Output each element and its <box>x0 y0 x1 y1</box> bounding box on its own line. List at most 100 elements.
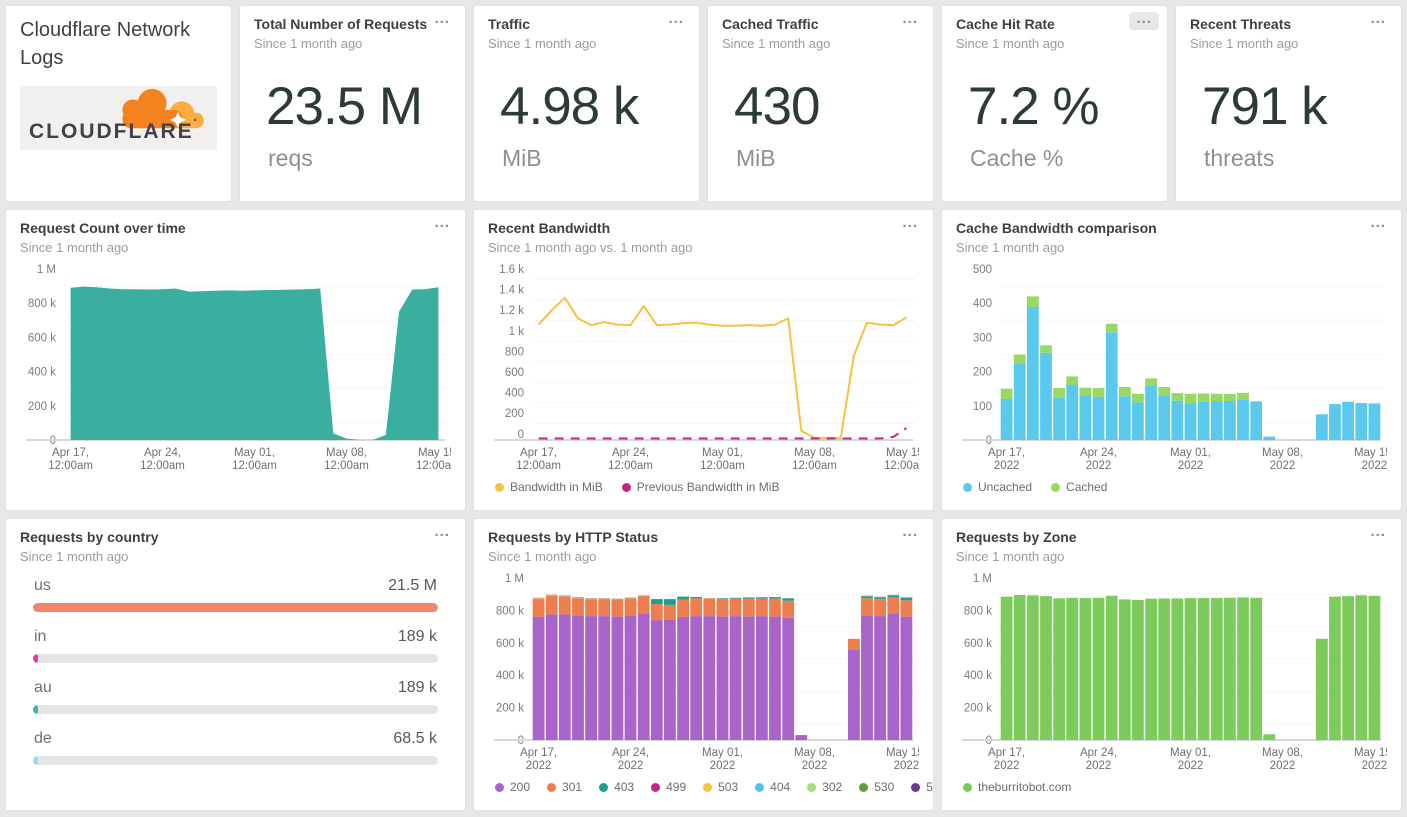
panel-cached-traffic: Cached Traffic Since 1 month ago ... 430… <box>707 5 934 202</box>
stat-value: 430 <box>734 76 820 136</box>
panel-cache-bandwidth: Cache Bandwidth comparison Since 1 month… <box>941 209 1402 511</box>
panel-menu-icon[interactable]: ... <box>902 523 918 540</box>
stat-unit: threats <box>1204 144 1275 171</box>
stat-unit: Cache % <box>970 144 1064 171</box>
panel-menu-icon[interactable]: ... <box>902 10 918 27</box>
svg-text:2022: 2022 <box>1178 460 1204 472</box>
svg-text:1.2 k: 1.2 k <box>499 305 524 317</box>
svg-text:400 k: 400 k <box>28 366 56 378</box>
panel-title: Requests by Zone <box>956 529 1077 545</box>
panel-menu-icon[interactable]: ... <box>1129 11 1159 30</box>
svg-text:2022: 2022 <box>1086 760 1112 772</box>
legend-dot-icon <box>621 482 631 492</box>
country-bar-fill <box>33 602 438 612</box>
legend-item[interactable]: Bandwidth in MiB <box>495 480 603 494</box>
svg-text:600 k: 600 k <box>964 638 992 650</box>
panel-menu-icon[interactable]: ... <box>434 214 450 231</box>
legend-item[interactable]: 499 <box>651 780 686 794</box>
panel-menu-icon[interactable]: ... <box>902 214 918 231</box>
legend-dot-icon <box>599 782 609 792</box>
country-bar-gauge[interactable]: us 21.5 M in 189 k au 189 k de 68.5 k <box>20 564 451 800</box>
chart-legend <box>20 474 451 500</box>
legend-label: 530 <box>874 780 895 794</box>
country-bar-track <box>33 653 438 663</box>
svg-text:2022: 2022 <box>1362 760 1387 772</box>
svg-text:400 k: 400 k <box>496 670 524 682</box>
panel-menu-icon[interactable]: ... <box>1370 214 1386 231</box>
svg-text:12:00am: 12:00am <box>516 460 561 472</box>
panel-menu-icon[interactable]: ... <box>434 10 450 27</box>
svg-text:2022: 2022 <box>1270 760 1296 772</box>
country-bar-fill <box>33 653 39 663</box>
legend-label: Uncached <box>978 480 1033 494</box>
svg-text:2022: 2022 <box>1270 460 1296 472</box>
legend-item[interactable]: 404 <box>755 780 790 794</box>
legend-item[interactable]: 530 <box>859 780 894 794</box>
panel-menu-icon[interactable]: ... <box>434 523 450 540</box>
svg-text:200: 200 <box>505 408 524 420</box>
legend-dot-icon <box>911 782 921 792</box>
svg-text:2022: 2022 <box>994 760 1020 772</box>
svg-text:Apr 24,: Apr 24, <box>144 447 181 459</box>
svg-text:May 15,: May 15, <box>1354 747 1387 759</box>
svg-text:Apr 17,: Apr 17, <box>52 447 89 459</box>
legend-item[interactable]: 503 <box>703 780 738 794</box>
country-bar-fill <box>33 704 39 714</box>
chart-legend: Uncached Cached <box>956 474 1387 500</box>
legend-dot-icon <box>547 782 557 792</box>
svg-text:May 08,: May 08, <box>794 747 835 759</box>
panel-menu-icon[interactable]: ... <box>1370 523 1386 540</box>
svg-text:12:00am: 12:00am <box>232 460 277 472</box>
svg-text:200 k: 200 k <box>496 702 524 714</box>
svg-text:1.6 k: 1.6 k <box>499 264 524 276</box>
legend-item[interactable]: theburritobot.com <box>963 780 1071 794</box>
svg-text:1 M: 1 M <box>973 573 992 585</box>
panel-cache-hit-rate: Cache Hit Rate Since 1 month ago ... 7.2… <box>941 5 1168 202</box>
svg-text:May 08,: May 08, <box>1262 447 1303 459</box>
svg-text:May 15,: May 15, <box>886 447 919 459</box>
panel-title: Total Number of Requests <box>254 16 428 32</box>
legend-item[interactable]: 526 <box>911 780 933 794</box>
legend-label: theburritobot.com <box>978 780 1072 794</box>
legend-item[interactable]: 301 <box>547 780 582 794</box>
svg-text:12:00am: 12:00am <box>416 460 451 472</box>
legend-item[interactable]: 403 <box>599 780 634 794</box>
legend-item[interactable]: 200 <box>495 780 530 794</box>
legend-item[interactable]: Uncached <box>963 480 1032 494</box>
svg-text:500: 500 <box>973 264 992 276</box>
country-row: au 189 k <box>33 679 438 714</box>
svg-text:1 M: 1 M <box>37 264 56 276</box>
legend-label: Previous Bandwidth in MiB <box>636 480 780 494</box>
svg-text:May 01,: May 01, <box>702 747 743 759</box>
svg-text:2022: 2022 <box>618 760 644 772</box>
legend-item[interactable]: 302 <box>807 780 842 794</box>
country-bar-track <box>33 755 438 765</box>
legend-label: 526 <box>926 780 933 794</box>
svg-text:May 15,: May 15, <box>418 447 451 459</box>
stat-value: 791 k <box>1202 76 1328 136</box>
country-row: de 68.5 k <box>33 730 438 765</box>
legend-item[interactable]: Previous Bandwidth in MiB <box>621 480 780 494</box>
legend-dot-icon <box>703 782 713 792</box>
legend-item[interactable]: Cached <box>1051 480 1107 494</box>
svg-text:200 k: 200 k <box>964 702 992 714</box>
cloudflare-wordmark: CLOUDFLARE˚ <box>29 118 199 143</box>
panel-title: Cached Traffic <box>722 16 819 32</box>
svg-text:2022: 2022 <box>994 460 1020 472</box>
panel-menu-icon[interactable]: ... <box>1370 10 1386 27</box>
svg-text:600 k: 600 k <box>28 332 56 344</box>
svg-text:400 k: 400 k <box>964 670 992 682</box>
country-bar-track <box>33 704 438 714</box>
svg-text:May 08,: May 08, <box>326 447 367 459</box>
panel-recent-threats: Recent Threats Since 1 month ago ... 791… <box>1175 5 1402 202</box>
legend-dot-icon <box>963 482 972 492</box>
svg-text:800 k: 800 k <box>964 605 992 617</box>
panel-menu-icon[interactable]: ... <box>668 10 684 27</box>
svg-text:12:00am: 12:00am <box>792 460 837 472</box>
svg-text:May 01,: May 01, <box>702 447 743 459</box>
